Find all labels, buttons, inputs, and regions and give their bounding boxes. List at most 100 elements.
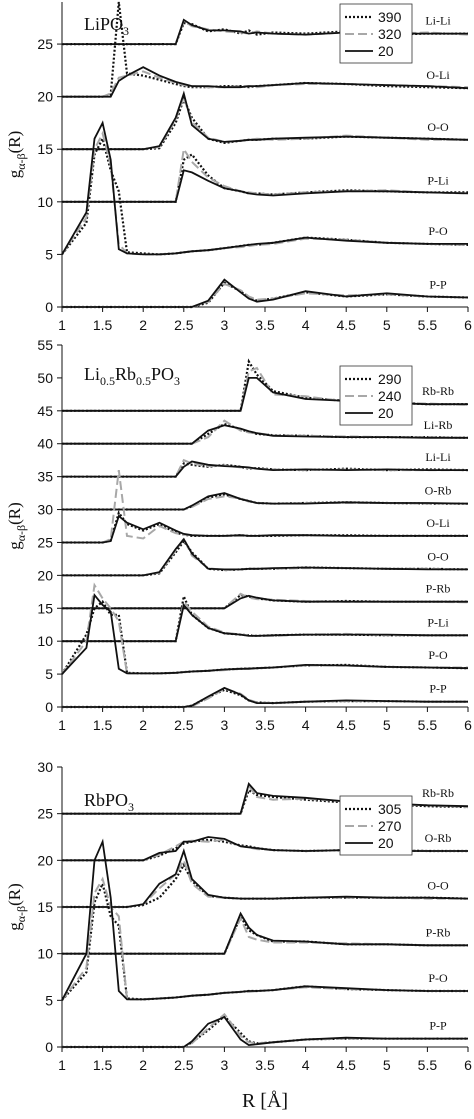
curve-line <box>62 913 468 955</box>
text-part: g <box>5 922 24 931</box>
legend-label: 270 <box>378 818 402 834</box>
curve-label: P-P <box>429 682 447 696</box>
legend-label: 390 <box>378 9 402 25</box>
curve-label: P-P <box>429 1019 447 1033</box>
y-tick-label: 0 <box>45 299 53 315</box>
curve-label: O-Li <box>426 68 450 82</box>
legend-label: 20 <box>378 43 394 59</box>
y-tick-label: 35 <box>37 469 53 485</box>
curve-label: O-Rb <box>425 484 452 498</box>
text-part: (R) <box>5 883 24 906</box>
curve-label: P-P <box>429 278 447 292</box>
x-tick-label: 4 <box>302 317 310 333</box>
x-tick-label: 1.5 <box>93 317 113 333</box>
curve-line <box>62 18 468 45</box>
curve-line <box>62 146 469 203</box>
x-tick-label: 5 <box>383 1057 391 1073</box>
curve-line <box>62 90 469 151</box>
text-part: 3 <box>123 24 129 38</box>
curve-line <box>62 66 469 98</box>
x-tick-label: 2.5 <box>174 1057 194 1073</box>
curve-line <box>62 594 468 610</box>
text-part: g <box>5 169 24 178</box>
text-part: 3 <box>128 800 134 814</box>
x-tick-label: 5 <box>383 717 391 733</box>
text-part: g <box>5 541 24 550</box>
x-tick-label: 3 <box>221 717 229 733</box>
text-part: (R) <box>5 131 24 154</box>
x-tick-label: 4.5 <box>336 317 356 333</box>
curve-line <box>62 514 468 544</box>
x-tick-label: 5.5 <box>418 717 438 733</box>
y-tick-label: 40 <box>37 436 53 452</box>
y-tick-label: 0 <box>45 699 53 715</box>
x-tick-label: 2 <box>139 1057 147 1073</box>
y-tick-label: 10 <box>37 633 53 649</box>
y-tick-label: 20 <box>37 852 53 868</box>
legend-label: 240 <box>378 388 402 404</box>
y-axis-label: gα-β(R) <box>5 131 28 179</box>
x-tick-label: 2.5 <box>174 317 194 333</box>
curve-line <box>61 838 468 1001</box>
y-axis-label: gα-β(R) <box>5 883 28 931</box>
curve-line <box>61 876 468 1001</box>
curve-line <box>62 278 469 308</box>
y-tick-label: 10 <box>37 194 53 210</box>
text-part: Rb <box>115 364 136 384</box>
y-tick-label: 45 <box>37 403 53 419</box>
x-tick-label: 2.5 <box>174 717 194 733</box>
y-tick-label: 15 <box>37 141 53 157</box>
curve-line <box>62 688 468 709</box>
text-part: RbPO <box>84 790 128 810</box>
x-tick-label: 4 <box>302 717 310 733</box>
curve-line <box>61 120 468 256</box>
y-tick-label: 25 <box>37 534 53 550</box>
curve-line <box>62 1 469 98</box>
curve-label: P-O <box>428 971 448 985</box>
curve-label: Li-Li <box>425 14 451 28</box>
text-part: LiPO <box>84 14 123 34</box>
legend-label: 305 <box>378 801 402 817</box>
y-tick-label: 30 <box>37 759 53 775</box>
legend-label: 20 <box>378 835 394 851</box>
curve-line <box>62 836 468 862</box>
curve-line <box>62 169 469 203</box>
curve-label: O-O <box>427 120 449 134</box>
x-tick-label: 3.5 <box>255 717 275 733</box>
curve-line <box>62 862 469 909</box>
x-tick-label: 1 <box>58 317 66 333</box>
y-tick-label: 5 <box>45 246 53 262</box>
curve-line <box>62 857 468 908</box>
legend-label: 290 <box>378 371 402 387</box>
text-part: α-β <box>14 906 28 922</box>
curve-line <box>62 510 468 544</box>
curve-label: P-Li <box>427 173 449 187</box>
legend-label: 20 <box>378 405 394 421</box>
curve-line <box>62 424 468 445</box>
curve-line <box>62 492 469 511</box>
curve-line <box>62 460 468 478</box>
y-axis-label: gα-β(R) <box>5 502 28 550</box>
y-tick-label: 50 <box>37 370 53 386</box>
y-tick-label: 25 <box>37 36 53 52</box>
x-tick-label: 4.5 <box>336 717 356 733</box>
panel-title: RbPO3 <box>84 790 134 814</box>
x-tick-label: 3.5 <box>255 317 275 333</box>
curve-line <box>61 135 469 256</box>
x-tick-label: 4.5 <box>336 1057 356 1073</box>
text-part: 3 <box>174 374 180 388</box>
x-tick-label: 2 <box>139 717 147 733</box>
text-part: α-β <box>14 153 28 169</box>
x-tick-label: 3.5 <box>255 1057 275 1073</box>
curve-label: O-O <box>427 879 449 893</box>
text-part: α-β <box>14 525 28 541</box>
y-tick-label: 5 <box>45 666 53 682</box>
curve-line <box>62 911 468 955</box>
legend-label: 320 <box>378 26 402 42</box>
x-tick-label: 6 <box>464 717 472 733</box>
text-part: (R) <box>5 502 24 525</box>
text-part: Li <box>84 364 100 384</box>
y-tick-label: 15 <box>37 899 53 915</box>
